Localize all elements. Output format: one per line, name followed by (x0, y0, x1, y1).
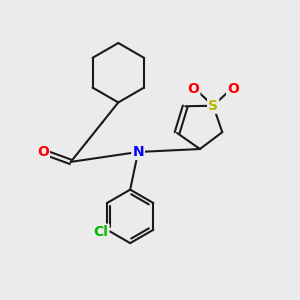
Text: N: N (132, 145, 144, 159)
Text: S: S (208, 99, 218, 113)
Text: O: O (188, 82, 199, 96)
Text: O: O (227, 82, 239, 96)
Text: O: O (37, 145, 49, 159)
Text: Cl: Cl (94, 225, 109, 239)
